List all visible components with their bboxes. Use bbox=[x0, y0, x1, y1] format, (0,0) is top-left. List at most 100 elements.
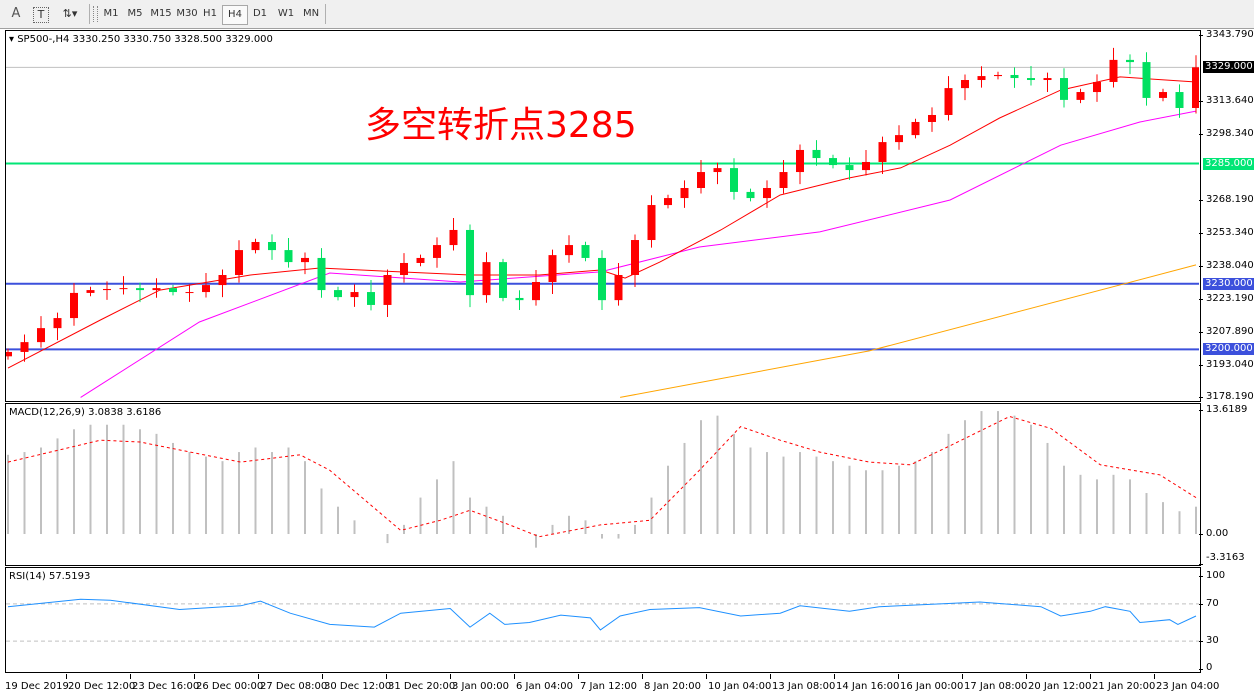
timeframe-mn-button[interactable]: MN bbox=[302, 8, 320, 19]
price-axis-label: 3178.190 bbox=[1206, 391, 1254, 402]
price-axis-label: 3193.040 bbox=[1206, 358, 1254, 370]
timeframe-h1-button[interactable]: H1 bbox=[203, 8, 217, 19]
candle-body bbox=[994, 74, 1002, 77]
text-box-icon[interactable]: T bbox=[33, 7, 49, 23]
candle-body bbox=[6, 351, 12, 357]
macd-axis-label: -3.3163 bbox=[1206, 552, 1245, 563]
timeframe-m1-button[interactable]: M1 bbox=[103, 8, 119, 19]
candle-body bbox=[185, 292, 194, 294]
axis-tick bbox=[1199, 564, 1203, 566]
candle-body bbox=[284, 250, 293, 263]
time-axis-label: 10 Jan 04:00 bbox=[708, 681, 772, 692]
timeframe-m30-button[interactable]: M30 bbox=[176, 8, 198, 19]
toolbar: A T ⇅▾ M1 M5 M15 M30 H1 H4 D1 W1 MN bbox=[0, 0, 1254, 29]
candle-body bbox=[746, 191, 755, 199]
timeframe-h4-button[interactable]: H4 bbox=[222, 5, 248, 25]
time-tick bbox=[770, 674, 771, 679]
macd-plot bbox=[7, 411, 1197, 548]
rsi-axis-label: 0 bbox=[1206, 662, 1213, 673]
axis-tick bbox=[1199, 332, 1203, 334]
time-tick bbox=[450, 674, 451, 679]
arrows-dropdown-icon[interactable]: ⇅▾ bbox=[62, 7, 78, 20]
candle-body bbox=[1175, 92, 1184, 108]
candle-body bbox=[152, 288, 161, 291]
time-axis-label: 17 Jan 08:00 bbox=[964, 681, 1028, 692]
candle-body bbox=[169, 288, 177, 293]
ma-mid-line bbox=[80, 110, 1197, 398]
candle-body bbox=[350, 292, 359, 298]
timeframe-w1-button[interactable]: W1 bbox=[277, 8, 295, 19]
candle-body bbox=[416, 257, 425, 263]
macd-panel[interactable] bbox=[5, 403, 1201, 566]
timeframe-d1-button[interactable]: D1 bbox=[252, 8, 268, 19]
axis-tick bbox=[1199, 410, 1203, 411]
current-price-tag: 3329.000 bbox=[1203, 61, 1254, 74]
axis-tick bbox=[1199, 200, 1203, 202]
time-tick bbox=[578, 674, 579, 679]
price-axis-label: 3253.340 bbox=[1206, 226, 1254, 238]
price-plot bbox=[6, 47, 1199, 398]
time-tick bbox=[642, 674, 643, 679]
candle-body bbox=[1159, 92, 1167, 98]
price-panel[interactable] bbox=[5, 30, 1201, 402]
time-tick bbox=[514, 674, 515, 679]
candle-body bbox=[482, 262, 491, 296]
time-tick bbox=[1154, 674, 1155, 679]
axis-tick bbox=[1199, 232, 1203, 234]
candle-body bbox=[862, 161, 870, 171]
rsi-axis-label: 30 bbox=[1206, 635, 1219, 647]
axis-tick bbox=[1199, 298, 1203, 300]
time-tick bbox=[66, 674, 67, 679]
text-label-icon[interactable]: A bbox=[11, 6, 21, 21]
price-axis-label: 3207.890 bbox=[1206, 326, 1254, 338]
time-axis-label: 13 Jan 08:00 bbox=[772, 681, 836, 692]
time-axis-label: 30 Dec 12:00 bbox=[324, 681, 392, 692]
time-tick bbox=[834, 674, 835, 679]
candle-body bbox=[499, 262, 507, 298]
axis-tick bbox=[1199, 134, 1203, 136]
time-axis-label: 21 Jan 20:00 bbox=[1092, 681, 1156, 692]
timeframe-m15-button[interactable]: M15 bbox=[150, 8, 172, 19]
time-tick bbox=[322, 674, 323, 679]
candle-body bbox=[136, 288, 144, 291]
candle-body bbox=[449, 229, 458, 246]
rsi-axis-label: 70 bbox=[1206, 597, 1219, 609]
toolbar-grip[interactable] bbox=[93, 6, 98, 22]
rsi-plot bbox=[6, 598, 1199, 642]
candle-body bbox=[730, 168, 738, 192]
candle-body bbox=[218, 274, 227, 286]
annotation-text: 多空转折点3285 bbox=[365, 105, 637, 146]
candle-body bbox=[202, 285, 210, 293]
level-tag: 3285.000 bbox=[1203, 157, 1254, 170]
collapse-triangle-icon[interactable]: ▾ bbox=[9, 34, 18, 45]
time-axis-label: 20 Dec 12:00 bbox=[68, 681, 136, 692]
candle-body bbox=[400, 262, 408, 275]
axis-tick bbox=[1199, 669, 1203, 670]
candle-body bbox=[268, 241, 276, 251]
time-axis-label: 6 Jan 04:00 bbox=[516, 681, 573, 692]
level-tag: 3230.000 bbox=[1203, 277, 1254, 290]
ma-fast-line bbox=[7, 76, 1197, 369]
axis-tick bbox=[1199, 266, 1203, 268]
candle-body bbox=[334, 290, 342, 298]
candle-body bbox=[70, 292, 78, 319]
candle-body bbox=[37, 328, 45, 343]
macd-signal-line bbox=[7, 415, 1197, 538]
candle-body bbox=[812, 149, 821, 159]
candle-body bbox=[713, 168, 722, 173]
candle-body bbox=[1192, 67, 1199, 108]
candle-body bbox=[680, 187, 689, 199]
rsi-panel[interactable] bbox=[5, 567, 1201, 673]
candle-body bbox=[383, 274, 392, 305]
time-axis-label: 7 Jan 12:00 bbox=[580, 681, 637, 692]
chart-header-text: SP500-,H4 3330.250 3330.750 3328.500 332… bbox=[17, 34, 273, 45]
time-axis-label: 16 Jan 00:00 bbox=[900, 681, 964, 692]
price-axis-label: 3343.790 bbox=[1206, 29, 1254, 40]
time-tick bbox=[706, 674, 707, 679]
price-axis-label: 3298.340 bbox=[1206, 128, 1254, 140]
macd-axis-label: 13.6189 bbox=[1206, 404, 1248, 415]
candle-body bbox=[1142, 62, 1151, 98]
timeframe-m5-button[interactable]: M5 bbox=[127, 8, 143, 19]
price-axis-label: 3223.190 bbox=[1206, 292, 1254, 304]
candle-body bbox=[647, 205, 656, 241]
